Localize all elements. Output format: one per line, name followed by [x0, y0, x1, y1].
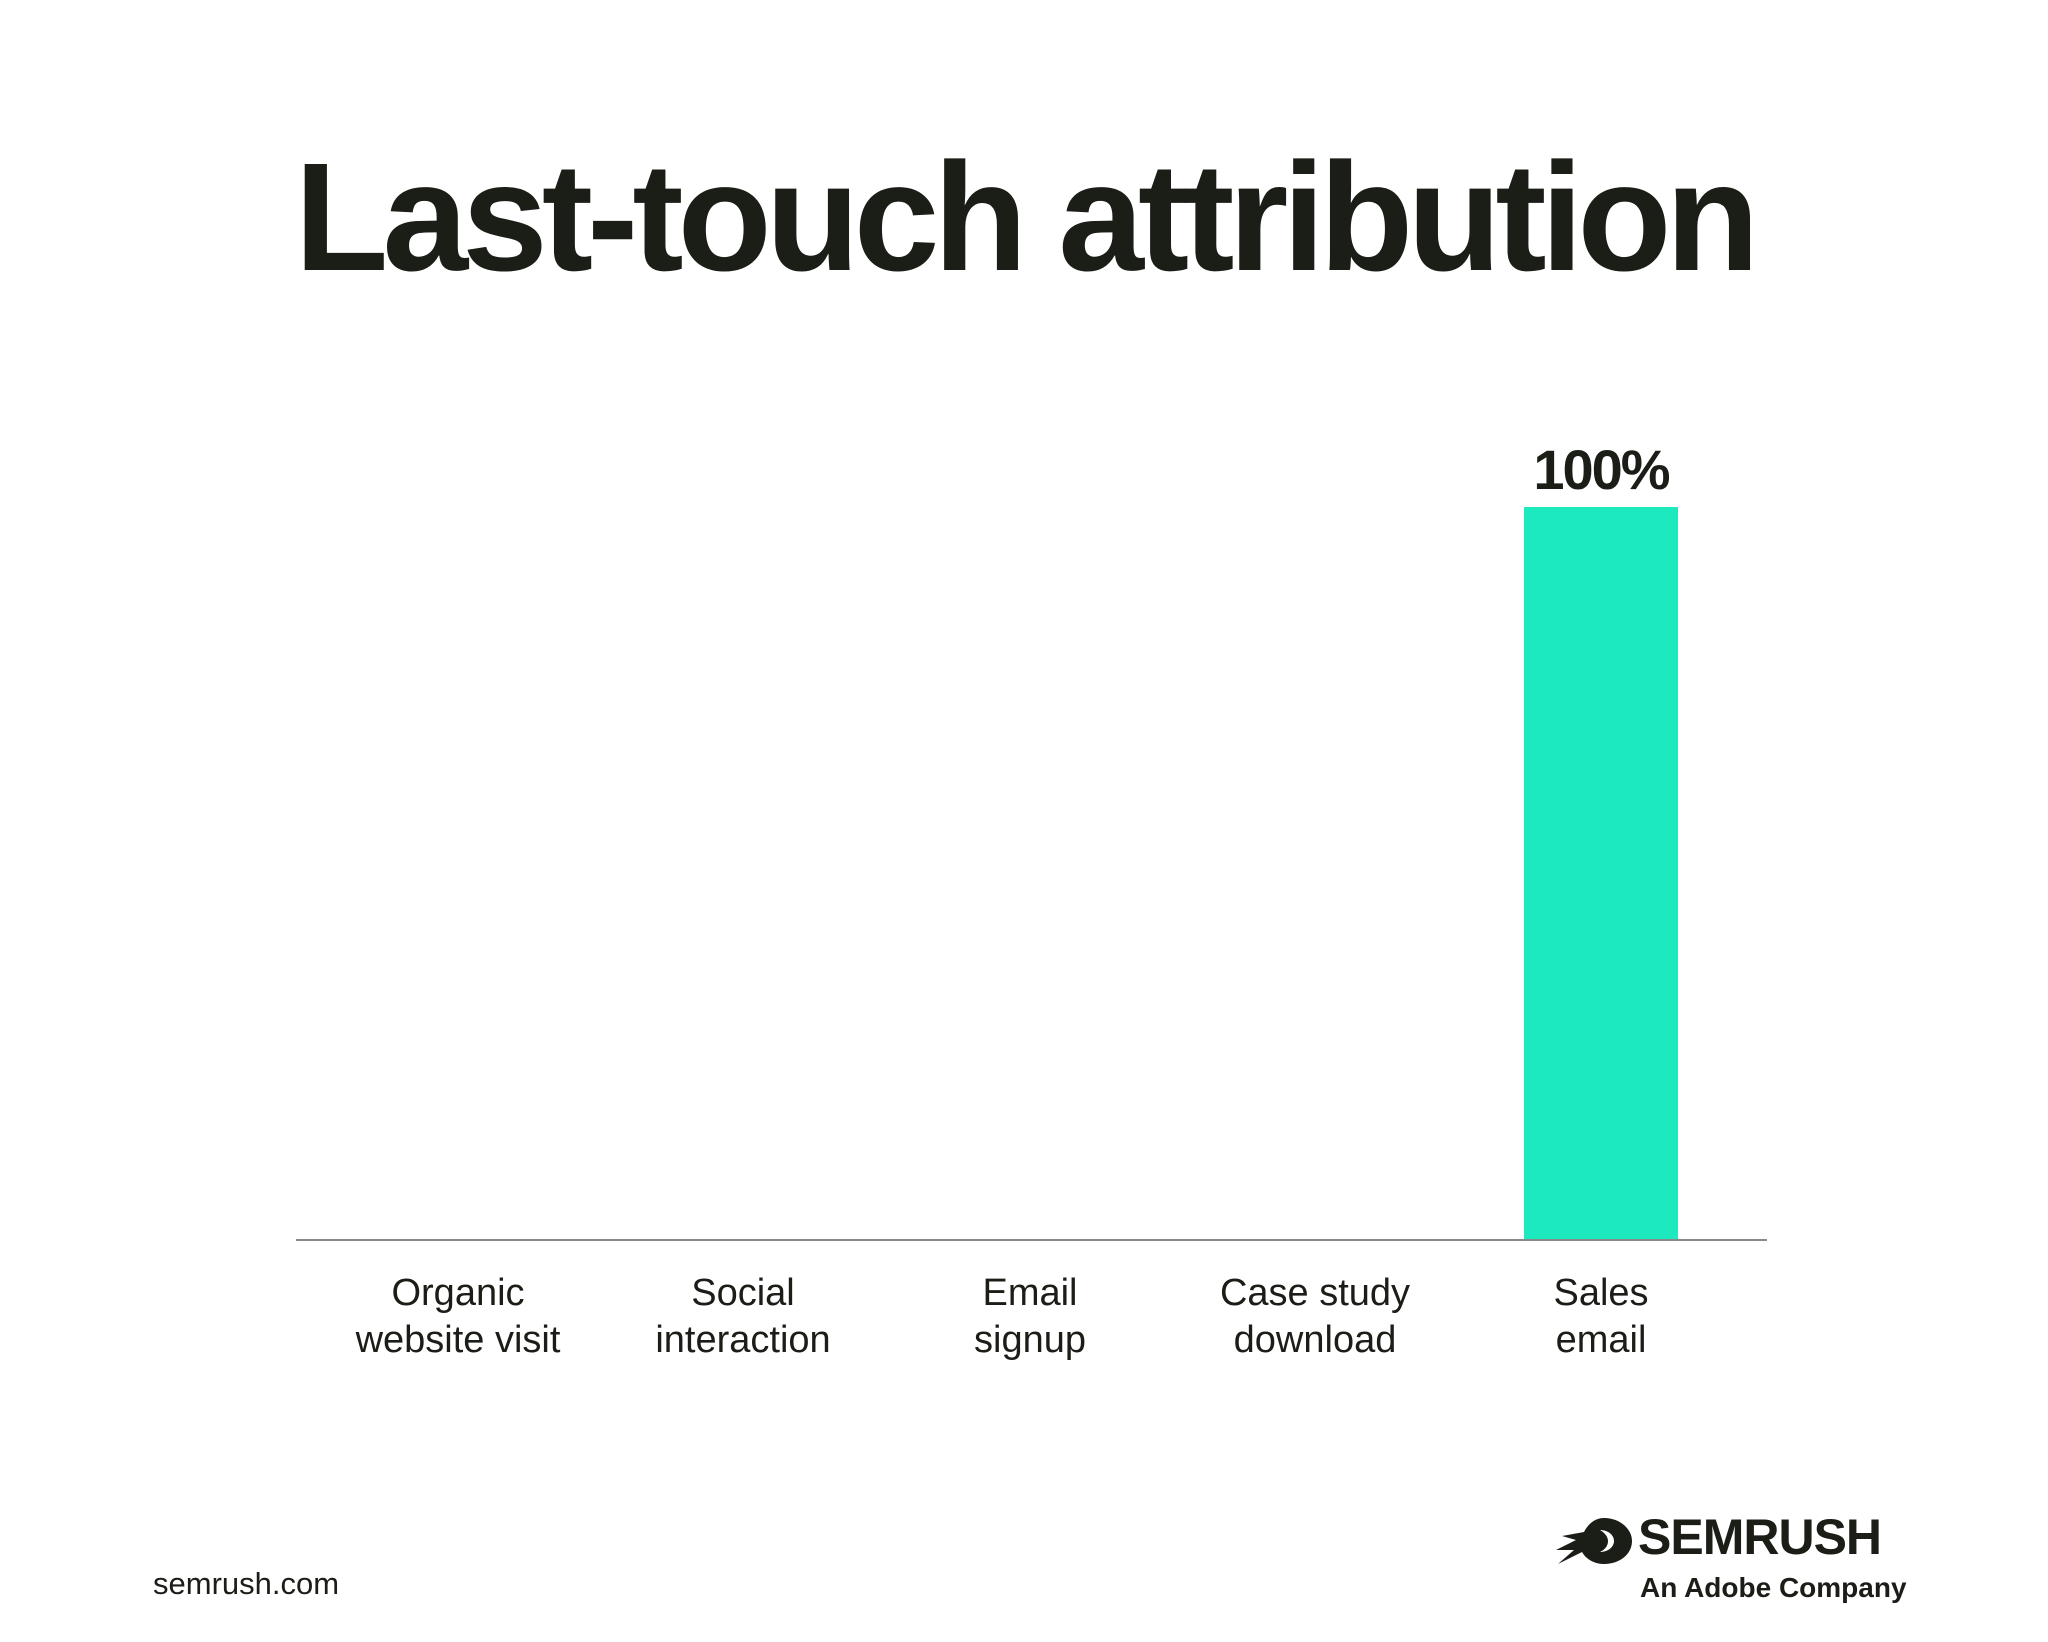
data-label-5: 100%	[1533, 438, 1669, 501]
footer-url: semrush.com	[153, 1566, 340, 1601]
x-tick-label-line: Organic	[391, 1272, 524, 1314]
x-tick-label-3: Email signup	[974, 1272, 1086, 1361]
x-tick-label-line: Social	[691, 1272, 795, 1314]
data-labels-group: 100%	[1533, 438, 1671, 501]
brand-logo: SEMRUSH An Adobe Company	[1556, 1512, 1916, 1612]
x-tick-label-line: Case study	[1220, 1272, 1410, 1314]
bars-group	[1524, 507, 1678, 1240]
x-tick-label-5: Sales email	[1553, 1272, 1648, 1361]
x-tick-label-line: interaction	[655, 1319, 830, 1361]
brand-name: SEMRUSH	[1638, 1509, 1882, 1565]
x-tick-label-line: website visit	[355, 1319, 561, 1361]
x-tick-label-4: Case study download	[1220, 1272, 1410, 1361]
x-tick-label-line: Sales	[1553, 1272, 1648, 1314]
x-tick-label-line: email	[1556, 1319, 1647, 1361]
semrush-fireball-icon	[1556, 1518, 1632, 1564]
x-tick-label-line: download	[1234, 1319, 1397, 1361]
x-tick-label-line: signup	[974, 1319, 1086, 1361]
chart-title: Last-touch attribution	[294, 131, 1759, 303]
x-tick-label-2: Social interaction	[655, 1272, 830, 1361]
x-tick-label-line: Email	[982, 1272, 1077, 1314]
x-tick-label-1: Organic website visit	[355, 1272, 561, 1361]
bar-5	[1524, 507, 1678, 1240]
brand-tagline: An Adobe Company	[1640, 1572, 1907, 1603]
x-tick-labels-group: Organic website visit Social interaction Ema…	[355, 1272, 1649, 1361]
